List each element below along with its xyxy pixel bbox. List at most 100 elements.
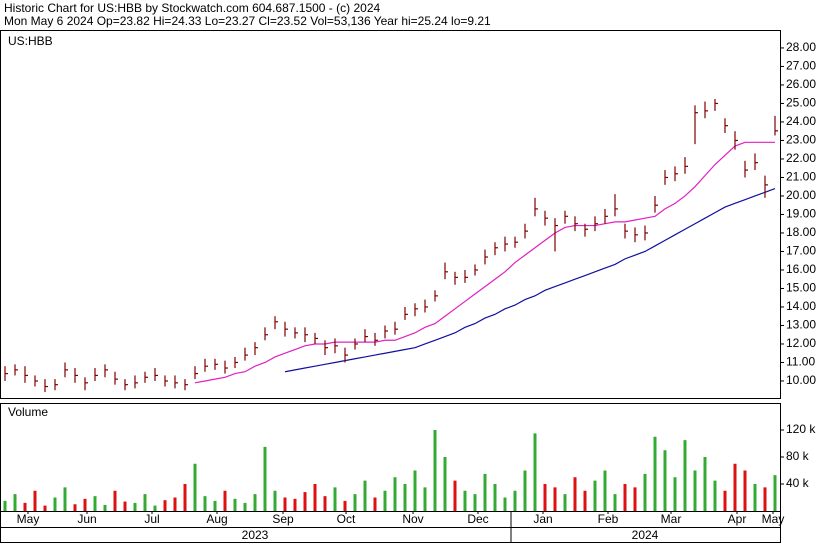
volume-bar — [133, 502, 137, 511]
volume-bar — [43, 505, 47, 511]
volume-bar — [103, 504, 107, 511]
volume-bar — [493, 484, 497, 511]
volume-bar — [13, 494, 17, 511]
volume-bar — [283, 497, 287, 511]
volume-bar — [373, 497, 377, 511]
y-tick-label: 28.00 — [786, 40, 816, 54]
volume-bar — [63, 487, 67, 511]
volume-bar — [303, 492, 307, 511]
x-tick-label: Jun — [77, 512, 96, 526]
y-tick-label: 18.00 — [786, 225, 816, 239]
volume-bar — [573, 477, 577, 511]
volume-bar — [23, 502, 27, 511]
x-tick-label: Apr — [728, 512, 747, 526]
volume-bar — [333, 487, 337, 511]
x-tick-label: Nov — [402, 512, 423, 526]
y-tick-label: 22.00 — [786, 151, 816, 165]
volume-bar — [763, 487, 767, 511]
volume-bar — [83, 498, 87, 511]
x-tick-label: May — [762, 512, 785, 526]
price-frame — [0, 30, 781, 399]
volume-bar — [563, 494, 567, 511]
volume-bar — [393, 477, 397, 511]
volume-label: Volume — [8, 405, 48, 419]
volume-bar — [433, 430, 437, 511]
volume-bar — [523, 470, 527, 511]
volume-bar — [663, 450, 667, 511]
volume-bar — [443, 457, 447, 511]
y-tick-label: 25.00 — [786, 96, 816, 110]
year-frame — [0, 527, 781, 543]
volume-bar — [723, 490, 727, 511]
x-tick-label: Sep — [272, 512, 294, 526]
volume-bar — [93, 496, 97, 511]
y-tick-label: 14.00 — [786, 299, 816, 313]
volume-tick-label: 80 k — [786, 449, 810, 463]
year-label: 2024 — [632, 528, 659, 542]
y-tick-label: 13.00 — [786, 318, 816, 332]
y-tick-label: 16.00 — [786, 262, 816, 276]
y-tick-label: 10.00 — [786, 373, 816, 387]
volume-bar — [33, 490, 37, 511]
volume-bar — [453, 480, 457, 511]
volume-bar — [203, 496, 207, 511]
volume-bar — [773, 475, 777, 511]
x-tick-label: Oct — [337, 512, 356, 526]
volume-bar — [223, 490, 227, 511]
x-tick-label: Aug — [206, 512, 227, 526]
volume-bar — [503, 497, 507, 511]
volume-bar — [403, 484, 407, 511]
volume-bar — [753, 484, 757, 511]
x-tick-label: Feb — [598, 512, 619, 526]
volume-bar — [73, 504, 77, 511]
volume-bar — [653, 436, 657, 511]
y-tick-label: 26.00 — [786, 77, 816, 91]
volume-bar — [513, 490, 517, 511]
volume-bar — [383, 490, 387, 511]
volume-bar — [193, 463, 197, 511]
volume-bar — [413, 470, 417, 511]
volume-bar — [183, 484, 187, 511]
chart-subtitle: Mon May 6 2024 Op=23.82 Hi=24.33 Lo=23.2… — [4, 14, 491, 28]
y-tick-label: 27.00 — [786, 59, 816, 73]
y-tick-label: 15.00 — [786, 281, 816, 295]
volume-bar — [733, 463, 737, 511]
volume-bar — [713, 480, 717, 511]
volume-bar — [673, 477, 677, 511]
x-tick-label: Mar — [661, 512, 682, 526]
volume-bar — [463, 490, 467, 511]
volume-bar — [633, 487, 637, 511]
volume-bar — [143, 494, 147, 511]
volume-bar — [313, 484, 317, 511]
volume-bar — [483, 473, 487, 511]
x-tick-label: Jan — [533, 512, 552, 526]
volume-bar — [233, 498, 237, 511]
volume-bar — [423, 487, 427, 511]
volume-tick-label: 120 k — [786, 422, 816, 436]
volume-bar — [643, 473, 647, 511]
volume-bar — [323, 496, 327, 511]
volume-bar — [3, 500, 7, 511]
volume-bar — [123, 501, 127, 511]
volume-bar — [533, 433, 537, 511]
y-tick-label: 11.00 — [786, 355, 815, 369]
x-tick-label: Jul — [144, 512, 159, 526]
volume-bar — [693, 470, 697, 511]
x-tick-label: Dec — [467, 512, 488, 526]
volume-bar — [543, 484, 547, 511]
volume-bar — [623, 484, 627, 511]
volume-bar — [253, 494, 257, 511]
x-tick-label: May — [17, 512, 40, 526]
volume-bar — [743, 470, 747, 511]
volume-bar — [603, 470, 607, 511]
y-tick-label: 17.00 — [786, 244, 816, 258]
y-tick-label: 19.00 — [786, 207, 816, 221]
volume-tick-label: 40 k — [786, 476, 810, 490]
y-tick-label: 24.00 — [786, 114, 816, 128]
y-tick-label: 12.00 — [786, 336, 816, 350]
volume-bar — [213, 500, 217, 511]
volume-bar — [263, 446, 267, 511]
year-label: 2023 — [242, 528, 269, 542]
volume-bar — [163, 500, 167, 511]
